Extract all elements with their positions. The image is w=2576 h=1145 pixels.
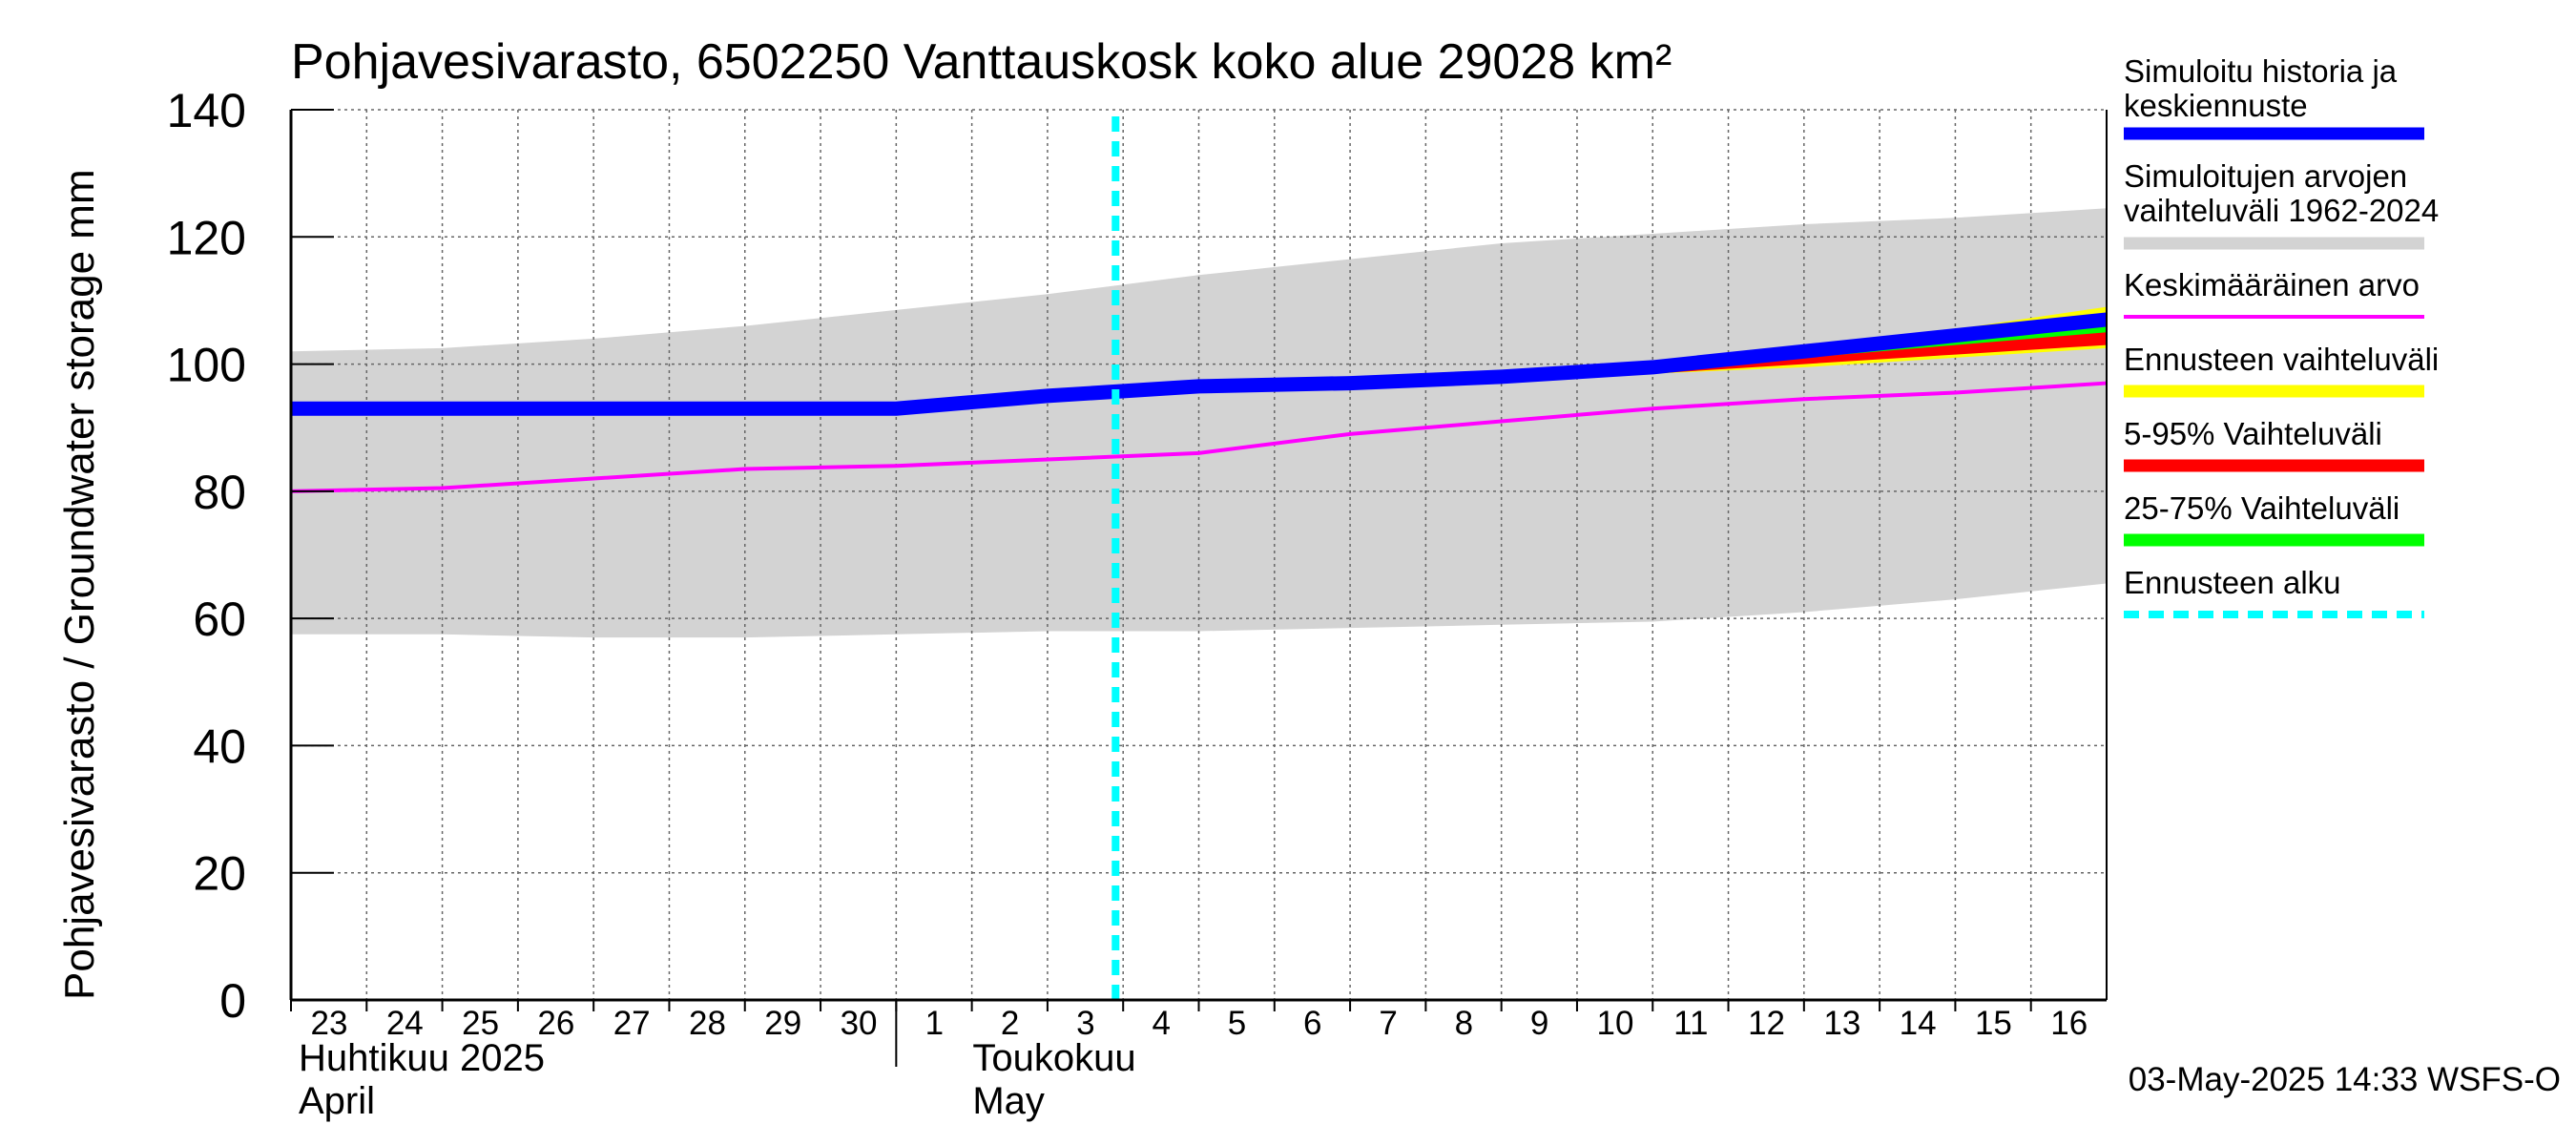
x-tick-label: 9 bbox=[1530, 1005, 1548, 1042]
x-tick-label: 15 bbox=[1975, 1005, 2012, 1042]
legend-label: 5-95% Vaihteluväli bbox=[2124, 416, 2382, 451]
x-tick-label: 28 bbox=[689, 1005, 726, 1042]
chart-title: Pohjavesivarasto, 6502250 Vanttauskosk k… bbox=[291, 34, 1672, 90]
month-label-fi: Toukokuu bbox=[972, 1037, 1135, 1079]
x-tick-label: 26 bbox=[537, 1005, 574, 1042]
x-tick-label: 29 bbox=[764, 1005, 801, 1042]
y-tick-label: 120 bbox=[167, 211, 246, 264]
x-tick-label: 4 bbox=[1152, 1005, 1170, 1042]
x-tick-label: 6 bbox=[1303, 1005, 1321, 1042]
legend-label: Ennusteen alku bbox=[2124, 565, 2341, 600]
line-history-median-forecast bbox=[291, 312, 2108, 416]
month-label-fi: Huhtikuu 2025 bbox=[299, 1037, 545, 1079]
x-tick-label: 11 bbox=[1673, 1005, 1708, 1042]
y-tick-label: 20 bbox=[193, 847, 246, 901]
x-tick-label: 1 bbox=[925, 1005, 944, 1042]
x-tick-label: 25 bbox=[462, 1005, 499, 1042]
x-tick-label: 14 bbox=[1900, 1005, 1937, 1042]
legend-label: Ennusteen vaihteluväli bbox=[2124, 342, 2439, 377]
x-tick-label: 13 bbox=[1823, 1005, 1860, 1042]
band-historical-range bbox=[291, 208, 2107, 638]
x-tick-label: 12 bbox=[1748, 1005, 1785, 1042]
legend-label: Keskimääräinen arvo bbox=[2124, 267, 2420, 302]
y-tick-label: 0 bbox=[219, 974, 246, 1028]
y-tick-label: 60 bbox=[193, 593, 246, 646]
y-tick-label: 140 bbox=[167, 84, 246, 137]
y-tick-label: 80 bbox=[193, 466, 246, 519]
x-tick-label: 5 bbox=[1228, 1005, 1246, 1042]
month-label-en: May bbox=[972, 1080, 1045, 1122]
x-tick-label: 30 bbox=[841, 1005, 878, 1042]
x-tick-label: 27 bbox=[613, 1005, 651, 1042]
x-tick-label: 3 bbox=[1076, 1005, 1094, 1042]
x-tick-label: 7 bbox=[1379, 1005, 1397, 1042]
legend-label: 25-75% Vaihteluväli bbox=[2124, 490, 2399, 526]
y-axis-label: Pohjavesivarasto / Groundwater storage m… bbox=[56, 169, 103, 1000]
line-mean-value bbox=[290, 381, 2108, 493]
x-tick-label: 23 bbox=[311, 1005, 348, 1042]
month-label-en: April bbox=[299, 1080, 375, 1122]
legend: Simuloitu historia ja keskiennuste Simuloi… bbox=[2124, 53, 2439, 618]
plot-area bbox=[290, 109, 2108, 1001]
x-tick-label: 24 bbox=[386, 1005, 424, 1042]
x-tick-label: 10 bbox=[1596, 1005, 1633, 1042]
legend-label: Simuloitujen arvojen vaihteluväli 1962-20… bbox=[2124, 158, 2439, 228]
y-tick-label: 100 bbox=[167, 339, 246, 392]
x-tick-label: 2 bbox=[1001, 1005, 1019, 1042]
band-5-95 bbox=[1501, 313, 2107, 377]
legend-label: Simuloitu historia ja keskiennuste bbox=[2124, 53, 2398, 123]
y-tick-label: 40 bbox=[193, 719, 246, 773]
timestamp-footer: 03-May-2025 14:33 WSFS-O bbox=[2129, 1061, 2561, 1098]
x-tick-label: 8 bbox=[1455, 1005, 1473, 1042]
x-tick-label: 16 bbox=[2050, 1005, 2088, 1042]
